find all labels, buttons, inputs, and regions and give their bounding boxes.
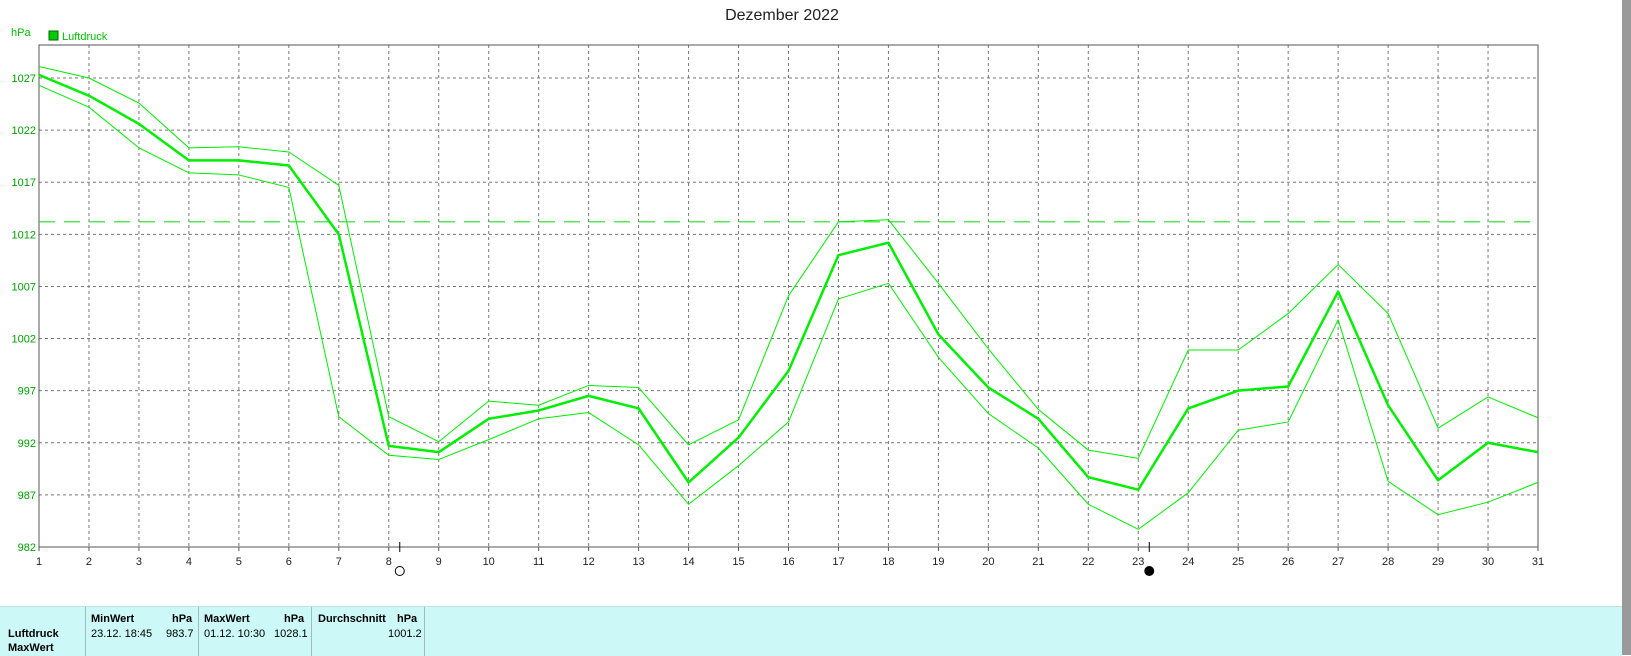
stats-row-label: Luftdruck (8, 628, 59, 640)
average-value: 1001.2 (388, 628, 422, 640)
max-unit: hPa (284, 613, 305, 625)
x-tick-label: 18 (882, 556, 894, 568)
x-tick-label: 10 (483, 556, 495, 568)
x-tick-label: 13 (632, 556, 644, 568)
max-time: 01.12. 10:30 (204, 628, 266, 640)
y-tick-label: 997 (18, 386, 36, 398)
min-unit: hPa (172, 613, 193, 625)
x-tick-label: 19 (932, 556, 944, 568)
x-tick-label: 4 (186, 556, 192, 568)
x-tick-label: 29 (1432, 556, 1444, 568)
x-tick-label: 31 (1532, 556, 1544, 568)
max-header: MaxWert (204, 613, 250, 625)
min-header: MinWert (91, 613, 135, 625)
average-cell: Durchschnitt hPa 1001.2 (312, 607, 425, 656)
x-tick-label: 28 (1382, 556, 1394, 568)
series (38, 66, 1539, 530)
max-cell: MaxWert hPa 01.12. 10:30 1028.1 (198, 607, 312, 656)
legend-swatch (48, 30, 59, 41)
y-tick-label: 1022 (12, 125, 36, 137)
y-axis: 982 987 992 997 1002 1007 1012 1017 1022 1027 (12, 73, 36, 554)
new-moon-icon (1144, 566, 1155, 576)
x-tick-label: 3 (136, 556, 142, 568)
y-tick-label: 982 (18, 542, 36, 554)
x-axis: 1 2 3 4 5 6 7 8 9 10 11 12 13 14 15 16 17 18 19 20 21 22 23 24 2… (36, 547, 1544, 568)
series-min-line (38, 84, 1539, 530)
min-value: 983.7 (166, 628, 194, 640)
x-tick-label: 15 (732, 556, 744, 568)
series-mean-line (38, 73, 1539, 491)
max-value: 1028.1 (274, 628, 308, 640)
x-tick-label: 20 (982, 556, 994, 568)
x-tick-label: 5 (236, 556, 242, 568)
y-tick-label: 1007 (12, 281, 36, 293)
x-tick-label: 6 (286, 556, 292, 568)
window-edge (1622, 0, 1631, 655)
x-tick-label: 16 (782, 556, 794, 568)
x-tick-label: 27 (1332, 556, 1344, 568)
x-tick-label: 7 (336, 556, 342, 568)
y-axis-unit: hPa (11, 27, 31, 39)
y-tick-label: 1027 (12, 73, 36, 85)
y-tick-label: 1002 (12, 334, 36, 346)
average-header: Durchschnitt (318, 613, 386, 625)
x-tick-label: 24 (1182, 556, 1194, 568)
y-tick-label: 987 (18, 490, 36, 502)
y-tick-label: 992 (18, 438, 36, 450)
x-tick-label: 8 (386, 556, 392, 568)
x-tick-label: 2 (86, 556, 92, 568)
full-moon-icon (394, 566, 405, 576)
chart-title: Dezember 2022 (725, 7, 839, 24)
x-tick-label: 21 (1032, 556, 1044, 568)
x-tick-label: 1 (36, 556, 42, 568)
stats-row-label-2: MaxWert (8, 642, 54, 654)
x-tick-label: 11 (533, 556, 544, 568)
x-tick-label: 14 (682, 556, 694, 568)
x-tick-label: 30 (1482, 556, 1494, 568)
x-tick-label: 9 (436, 556, 442, 568)
x-tick-label: 12 (583, 556, 595, 568)
series-max-line (38, 66, 1539, 459)
y-tick-label: 1017 (12, 177, 36, 189)
average-unit: hPa (397, 613, 418, 625)
legend-label: Luftdruck (62, 31, 108, 43)
moon-markers (394, 542, 1155, 576)
x-tick-label: 26 (1282, 556, 1294, 568)
pressure-chart: Dezember 2022 hPa Luftdruck 982987992997… (11, 7, 1544, 576)
statistics-panel: Luftdruck MaxWert MinWert hPa 23.12. 18:… (0, 606, 1622, 656)
grid (39, 45, 1538, 547)
y-tick-label: 1012 (12, 229, 36, 241)
min-cell: MinWert hPa 23.12. 18:45 983.7 (85, 607, 199, 656)
x-tick-label: 22 (1082, 556, 1094, 568)
x-tick-label: 17 (832, 556, 844, 568)
x-tick-label: 25 (1232, 556, 1244, 568)
x-tick-label: 23 (1132, 556, 1144, 568)
min-time: 23.12. 18:45 (91, 628, 153, 640)
